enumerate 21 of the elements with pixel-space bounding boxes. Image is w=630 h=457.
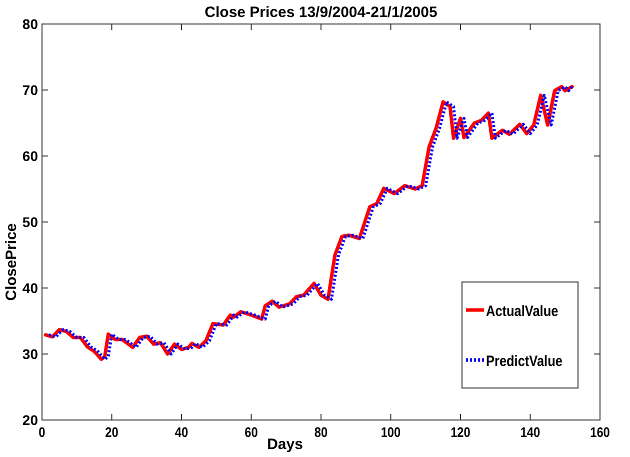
x-axis-title: Days	[267, 436, 303, 453]
y-tick-label: 20	[22, 412, 38, 428]
x-tick-label: 120	[450, 424, 470, 440]
legend-label: PredictValue	[486, 352, 563, 370]
y-tick-label: 60	[22, 148, 38, 164]
y-tick-label: 80	[22, 16, 38, 32]
x-tick-label: 80	[314, 424, 328, 440]
x-tick-label: 140	[520, 424, 540, 440]
x-tick-label: 60	[244, 424, 258, 440]
x-tick-label: 160	[590, 424, 610, 440]
y-tick-label: 30	[22, 346, 38, 362]
x-tick-label: 0	[38, 424, 46, 440]
y-tick-label: 40	[22, 280, 38, 296]
y-tick-label: 70	[22, 82, 38, 98]
y-axis-title: ClosePrice	[3, 223, 20, 301]
x-tick-label: 100	[380, 424, 401, 440]
y-tick-label: 50	[22, 214, 38, 230]
chart-title: Close Prices 13/9/2004-21/1/2005	[204, 4, 438, 21]
x-tick-label: 20	[105, 424, 118, 440]
x-tick-label: 40	[174, 424, 188, 440]
legend-label: ActualValue	[486, 302, 558, 320]
